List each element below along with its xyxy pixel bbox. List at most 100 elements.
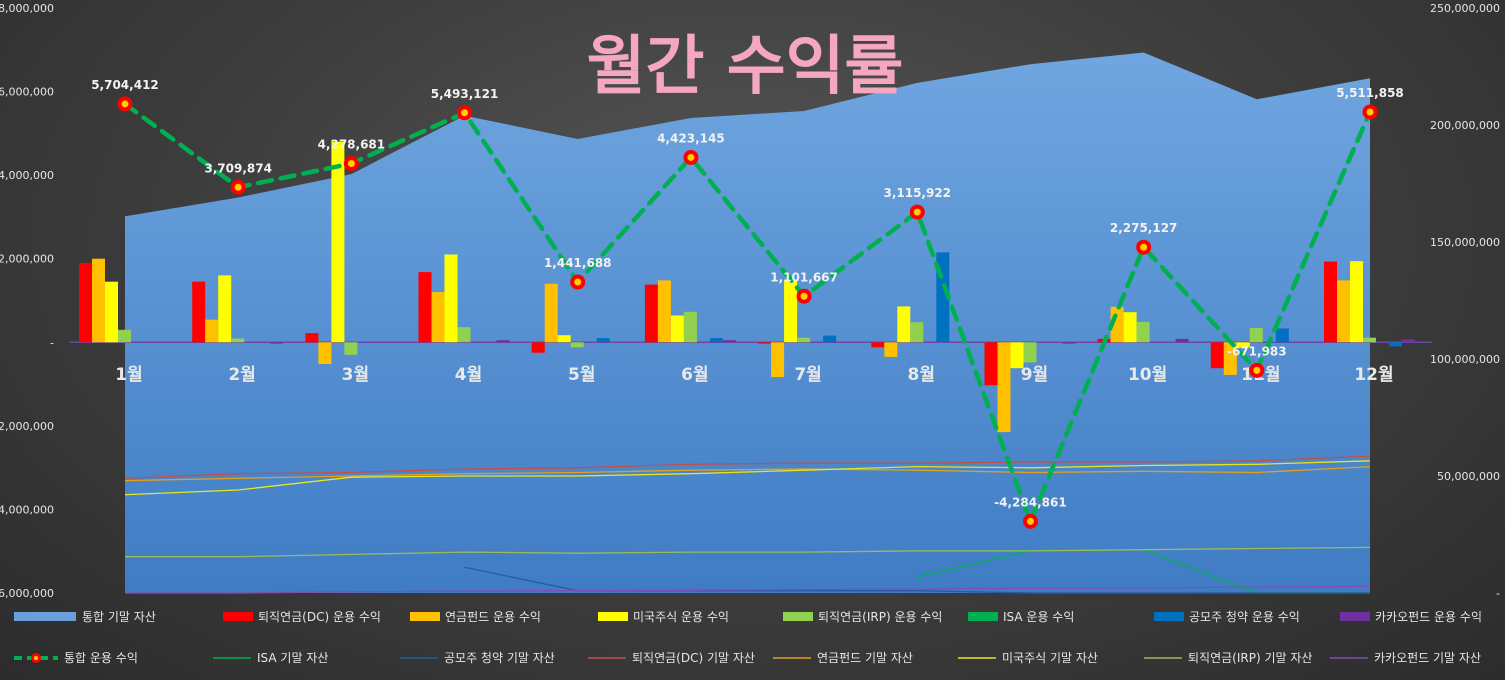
right-tick-3: 150,000,000 [1430, 236, 1500, 249]
bars-layer [79, 141, 1415, 433]
total-line [122, 101, 1373, 528]
bar-s1-m3 [318, 342, 332, 364]
bar-s2-m11 [1236, 342, 1250, 348]
right-tick-4: 200,000,000 [1430, 119, 1500, 132]
legend-row1-key-1 [223, 612, 253, 621]
total-marker-core-12 [1366, 108, 1374, 116]
legend-row2-label-5: 미국주식 기말 자산 [1002, 651, 1098, 665]
bar-s6-m4 [496, 340, 510, 343]
total-label-6: 4,423,145 [657, 131, 725, 145]
bar-s1-m8 [884, 342, 898, 357]
legend-row1-label-2: 연금펀드 운용 수익 [445, 610, 541, 624]
month-labels-layer: 1월2월3월4월5월6월7월8월9월10월11월12월 [115, 365, 1393, 385]
legend-row1-label-7: 카카오펀드 운용 수익 [1375, 610, 1482, 624]
legend-row1-label-5: ISA 운용 수익 [1003, 610, 1074, 624]
bar-s0-m6 [644, 284, 658, 343]
total-label-4: 5,493,121 [431, 87, 499, 101]
legend-row1-key-0 [14, 612, 76, 621]
bar-s3-m2 [231, 338, 245, 343]
month-label-10: 10월 [1128, 365, 1167, 385]
total-line-layer: 5,704,412 3,709,874 4,278,681 5,493,121 1,44… [91, 78, 1404, 529]
bar-s1-m7 [771, 342, 785, 377]
bar-s0-m12 [1324, 261, 1337, 343]
left-tick-0: -6,000,000 [0, 587, 54, 600]
legend: 통합 기말 자산 퇴직연금(DC) 운용 수익 연금펀드 운용 수익 미국주식 운용 … [14, 609, 1482, 665]
total-label-5: 1,441,688 [544, 256, 612, 270]
right-tick-0: - [1496, 587, 1500, 600]
bar-s1-m12 [1337, 280, 1350, 343]
bar-s2-m7 [784, 279, 798, 343]
total-marker-core-7 [800, 292, 808, 300]
right-tick-2: 100,000,000 [1430, 353, 1500, 366]
bar-s5-m5 [596, 338, 610, 343]
bar-s6-m9 [1062, 342, 1076, 344]
bar-s2-m1 [105, 281, 118, 343]
legend-row2-key-marker-core [34, 656, 38, 660]
bar-s1-m11 [1223, 342, 1237, 375]
total-marker-core-9 [1026, 517, 1034, 525]
bar-s3-m7 [797, 337, 811, 343]
total-label-3: 4,278,681 [318, 137, 386, 151]
chart-title: 월간 수익률 [587, 30, 904, 104]
legend-row2-label-4: 연금펀드 기말 자산 [817, 651, 913, 665]
legend-row2-label-2: 공모주 청약 기말 자산 [444, 650, 555, 665]
asset-line-4 [124, 460, 1371, 496]
axes-layer: -6,000,000-4,000,000-2,000,000-2,000,000… [0, 2, 1500, 600]
total-marker-core-5 [574, 278, 582, 286]
legend-row1-key-4 [783, 612, 813, 621]
asset-line-3 [124, 465, 1371, 482]
bar-s6-m2 [270, 342, 284, 344]
total-marker-core-11 [1253, 366, 1261, 374]
right-tick-1: 50,000,000 [1437, 470, 1500, 483]
total-marker-core-1 [121, 100, 129, 108]
bar-s5-m12 [1389, 342, 1402, 347]
asset-line-2 [124, 455, 1371, 479]
left-tick-3: - [50, 336, 54, 349]
month-label-6: 6월 [681, 365, 708, 385]
total-label-10: 2,275,127 [1110, 221, 1178, 235]
legend-row2-label-1: ISA 기말 자산 [257, 651, 328, 665]
legend-row2-label-7: 카카오펀드 기말 자산 [1374, 651, 1481, 665]
legend-row1-key-6 [1154, 612, 1184, 621]
month-label-8: 8월 [908, 365, 935, 385]
month-label-5: 5월 [568, 365, 595, 385]
left-tick-2: -2,000,000 [0, 420, 54, 433]
month-label-2: 2월 [228, 365, 255, 385]
bar-s1-m4 [431, 292, 445, 343]
bar-s6-m12 [1402, 339, 1415, 343]
bar-s2-m3 [331, 141, 345, 343]
bar-s0-m1 [79, 262, 92, 343]
bar-s2-m4 [444, 254, 458, 343]
bar-s2-m8 [897, 306, 911, 343]
bar-s3-m8 [910, 322, 924, 343]
legend-row1-label-4: 퇴직연금(IRP) 운용 수익 [818, 610, 942, 624]
bar-s3-m6 [683, 311, 697, 343]
bar-s0-m9 [984, 342, 998, 386]
bar-s3-m12 [1363, 337, 1376, 343]
bar-s2-m12 [1350, 261, 1363, 343]
bar-s6-m6 [722, 340, 736, 343]
total-marker-core-8 [913, 208, 921, 216]
bar-s1-m2 [205, 319, 219, 343]
legend-row1-label-1: 퇴직연금(DC) 운용 수익 [258, 610, 381, 624]
legend-row1-label-3: 미국주식 운용 수익 [633, 610, 729, 624]
bar-s2-m10 [1123, 312, 1137, 343]
bar-s3-m10 [1136, 321, 1150, 343]
bar-s0-m3 [305, 333, 319, 343]
area-layer [125, 52, 1370, 593]
area-total-assets [125, 52, 1370, 593]
left-tick-1: -4,000,000 [0, 503, 54, 516]
total-label-9: -4,284,861 [994, 495, 1067, 509]
legend-row1-key-3 [598, 612, 628, 621]
bar-s0-m5 [531, 342, 545, 353]
legend-row2-label-3: 퇴직연금(DC) 기말 자산 [632, 651, 755, 665]
total-label-2: 3,709,874 [204, 161, 272, 175]
right-tick-5: 250,000,000 [1430, 2, 1500, 15]
bar-s5-m11 [1275, 328, 1289, 343]
bar-s6-m10 [1175, 338, 1189, 343]
bar-s0-m4 [418, 272, 432, 343]
month-label-7: 7월 [794, 365, 821, 385]
total-label-8: 3,115,922 [883, 186, 951, 200]
